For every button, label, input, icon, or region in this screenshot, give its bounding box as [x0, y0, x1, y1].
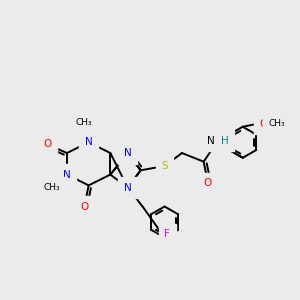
- Text: N: N: [85, 137, 92, 147]
- Text: N: N: [124, 182, 132, 193]
- Text: O: O: [260, 119, 268, 129]
- Text: S: S: [161, 161, 168, 171]
- Text: CH₃: CH₃: [268, 119, 285, 128]
- Text: CH₃: CH₃: [44, 183, 60, 192]
- Text: F: F: [164, 230, 170, 239]
- Text: O: O: [204, 178, 212, 188]
- Text: N: N: [63, 169, 71, 180]
- Text: O: O: [43, 140, 52, 149]
- Text: H: H: [220, 136, 228, 146]
- Text: CH₃: CH₃: [76, 118, 93, 127]
- Text: N: N: [207, 136, 214, 146]
- Text: O: O: [80, 202, 88, 212]
- Text: N: N: [124, 148, 132, 158]
